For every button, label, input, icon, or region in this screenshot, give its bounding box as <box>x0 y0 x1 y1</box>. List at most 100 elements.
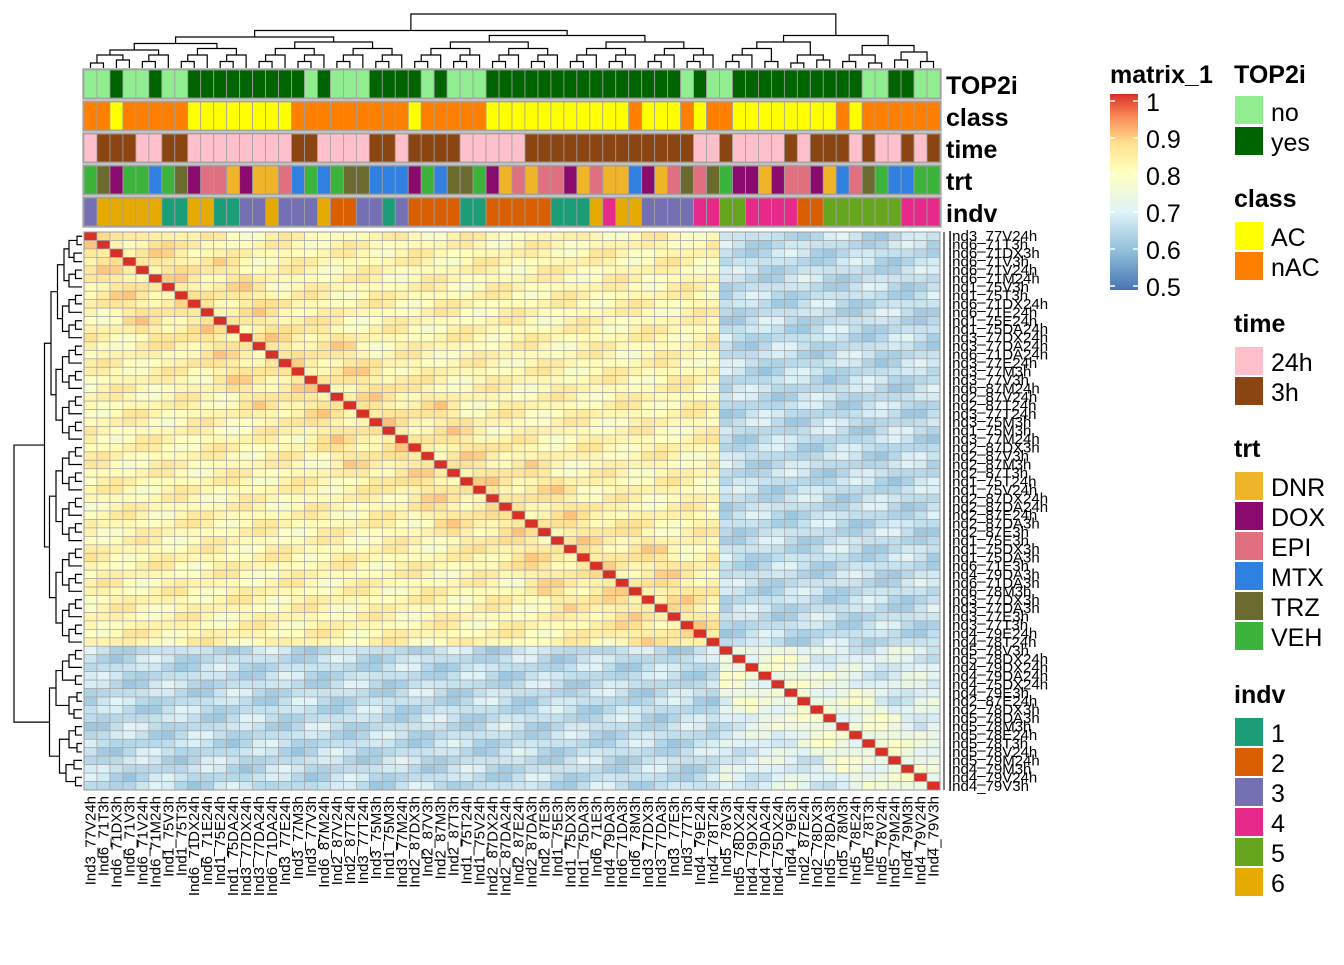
heatmap-cell <box>681 579 694 587</box>
heatmap-cell <box>214 646 227 654</box>
heatmap-cell <box>849 629 862 637</box>
heatmap-cell <box>395 765 408 773</box>
heatmap-cell <box>369 367 382 375</box>
heatmap-cell <box>616 342 629 350</box>
heatmap-cell <box>343 426 356 434</box>
heatmap-cell <box>227 536 240 544</box>
heatmap-cell <box>214 325 227 333</box>
heatmap-cell <box>421 782 434 790</box>
heatmap-cell <box>551 587 564 595</box>
heatmap-cell <box>603 283 616 291</box>
heatmap-cell <box>253 739 266 747</box>
heatmap-cell <box>836 714 849 722</box>
heatmap-cell <box>395 350 408 358</box>
heatmap-cell <box>564 384 577 392</box>
heatmap-cell <box>421 384 434 392</box>
heatmap-cell <box>253 308 266 316</box>
heatmap-cell <box>434 283 447 291</box>
heatmap-cell <box>123 317 136 325</box>
heatmap-cell <box>668 393 681 401</box>
heatmap-cell <box>266 367 279 375</box>
annotation-cell-indv <box>123 198 136 226</box>
heatmap-cell <box>175 469 188 477</box>
heatmap-cell <box>499 393 512 401</box>
heatmap-cell <box>745 317 758 325</box>
heatmap-cell <box>369 731 382 739</box>
annotation-cell-trt <box>823 166 836 194</box>
heatmap-cell <box>369 646 382 654</box>
heatmap-cell <box>317 748 330 756</box>
heatmap-cell <box>538 257 551 265</box>
heatmap-cell <box>408 638 421 646</box>
heatmap-cell <box>460 359 473 367</box>
heatmap-cell <box>888 638 901 646</box>
heatmap-cell <box>149 274 162 282</box>
heatmap-cell <box>681 469 694 477</box>
heatmap-cell <box>434 773 447 781</box>
heatmap-cell <box>694 672 707 680</box>
heatmap-cell <box>681 689 694 697</box>
heatmap-cell <box>927 705 940 713</box>
heatmap-cell <box>253 519 266 527</box>
heatmap-cell <box>240 317 253 325</box>
heatmap-cell <box>175 443 188 451</box>
heatmap-cell <box>538 376 551 384</box>
heatmap-cell <box>616 283 629 291</box>
heatmap-cell <box>655 283 668 291</box>
heatmap-cell <box>460 553 473 561</box>
annotation-cell-top2i <box>421 70 434 98</box>
heatmap-cell <box>629 494 642 502</box>
annotation-cell-trt <box>343 166 356 194</box>
heatmap-cell <box>395 519 408 527</box>
heatmap-cell <box>732 452 745 460</box>
heatmap-cell <box>292 291 305 299</box>
heatmap-cell <box>914 435 927 443</box>
heatmap-cell <box>123 604 136 612</box>
heatmap-cell <box>771 519 784 527</box>
heatmap-cell <box>84 536 97 544</box>
heatmap-cell <box>590 689 603 697</box>
heatmap-cell <box>512 511 525 519</box>
heatmap-cell <box>175 697 188 705</box>
heatmap-cell <box>836 469 849 477</box>
heatmap-cell <box>668 283 681 291</box>
heatmap-cell <box>862 782 875 790</box>
heatmap-cell <box>188 680 201 688</box>
heatmap-cell <box>84 317 97 325</box>
heatmap-cell <box>525 291 538 299</box>
annotation-cell-class <box>538 102 551 130</box>
heatmap-cell <box>382 393 395 401</box>
heatmap-cell <box>590 325 603 333</box>
heatmap-cell <box>123 435 136 443</box>
heatmap-cell <box>732 672 745 680</box>
heatmap-cell <box>447 604 460 612</box>
heatmap-cell <box>136 486 149 494</box>
heatmap-cell <box>304 460 317 468</box>
heatmap-cell <box>136 257 149 265</box>
heatmap-cell <box>694 300 707 308</box>
heatmap-cell <box>266 418 279 426</box>
heatmap-cell <box>356 266 369 274</box>
heatmap-cell <box>473 283 486 291</box>
heatmap-cell <box>823 443 836 451</box>
heatmap-cell <box>317 503 330 511</box>
color-scale-title: matrix_1 <box>1110 61 1213 89</box>
heatmap-cell <box>758 612 771 620</box>
heatmap-cell <box>694 359 707 367</box>
heatmap-cell <box>616 697 629 705</box>
heatmap-cell <box>304 528 317 536</box>
heatmap-cell <box>343 486 356 494</box>
heatmap-cell <box>473 503 486 511</box>
heatmap-cell <box>551 511 564 519</box>
legend-label-ac: AC <box>1271 224 1306 252</box>
heatmap-cell <box>512 655 525 663</box>
heatmap-cell <box>707 469 720 477</box>
annotation-cell-class <box>629 102 642 130</box>
heatmap-cell <box>279 579 292 587</box>
heatmap-cell <box>914 697 927 705</box>
heatmap-cell <box>849 714 862 722</box>
heatmap-cell <box>797 350 810 358</box>
heatmap-cell <box>162 528 175 536</box>
heatmap-cell <box>317 545 330 553</box>
annotation-cell-indv <box>356 198 369 226</box>
